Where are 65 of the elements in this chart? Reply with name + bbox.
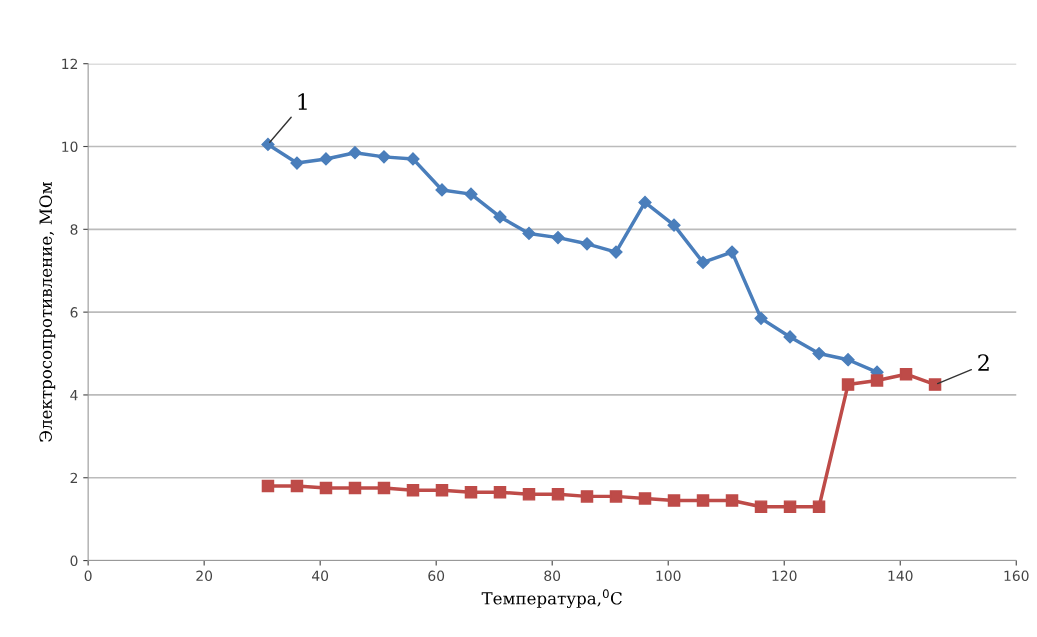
x-tick-label: 0 (84, 570, 92, 582)
annotation: 1 (298, 93, 307, 110)
x-tick-label: 20 (196, 570, 213, 582)
y-axis-title: Электросопротивление, МОм (39, 182, 56, 442)
point (464, 485, 478, 499)
point (348, 481, 362, 495)
point (696, 255, 710, 270)
point (319, 481, 333, 495)
point (261, 479, 275, 493)
point (377, 150, 391, 164)
point (580, 490, 594, 503)
point (928, 378, 942, 391)
point (435, 483, 449, 497)
point (493, 210, 507, 224)
point (725, 494, 739, 507)
x-tick-label: 160 (1004, 570, 1029, 582)
y-tick-label: 10 (62, 141, 78, 152)
point (783, 500, 797, 513)
y-tick-label: 0 (70, 555, 78, 567)
point (609, 245, 623, 259)
point (841, 378, 855, 391)
point (290, 156, 304, 170)
point (812, 500, 826, 513)
point (754, 500, 768, 513)
x-tick-label: 80 (544, 570, 561, 582)
point (377, 481, 391, 495)
annotation: 2 (978, 354, 989, 371)
point (725, 245, 739, 259)
point (522, 488, 536, 501)
point (899, 367, 913, 381)
y-tick-label: 8 (70, 224, 78, 235)
x-tick-label: 120 (772, 570, 797, 582)
x-tick-label: 40 (312, 570, 329, 582)
point (522, 226, 536, 241)
point (754, 311, 768, 325)
point (696, 494, 710, 507)
x-tick-label: 140 (888, 570, 913, 582)
point (667, 494, 681, 507)
point (551, 488, 565, 501)
point (638, 195, 652, 209)
y-tick-label: 4 (70, 390, 78, 401)
point (290, 479, 304, 493)
point (261, 137, 275, 152)
point (406, 483, 420, 497)
point (667, 218, 681, 232)
point (493, 485, 507, 499)
point (435, 183, 449, 197)
point (783, 330, 797, 344)
point (580, 237, 594, 251)
y-tick-label: 2 (70, 472, 78, 484)
point (638, 492, 652, 505)
y-tick-label: 12 (62, 58, 78, 69)
point (348, 146, 362, 160)
point (841, 353, 855, 367)
x-tick-label: 100 (656, 570, 681, 582)
point (464, 187, 478, 201)
point (812, 346, 826, 361)
point (406, 152, 420, 166)
point (870, 374, 884, 387)
y-tick-label: 6 (70, 307, 78, 318)
point (609, 490, 623, 503)
point (551, 231, 565, 245)
point (319, 152, 333, 166)
x-axis-title: Температура,$^{0}$С (481, 589, 622, 609)
x-tick-label: 60 (428, 570, 445, 582)
